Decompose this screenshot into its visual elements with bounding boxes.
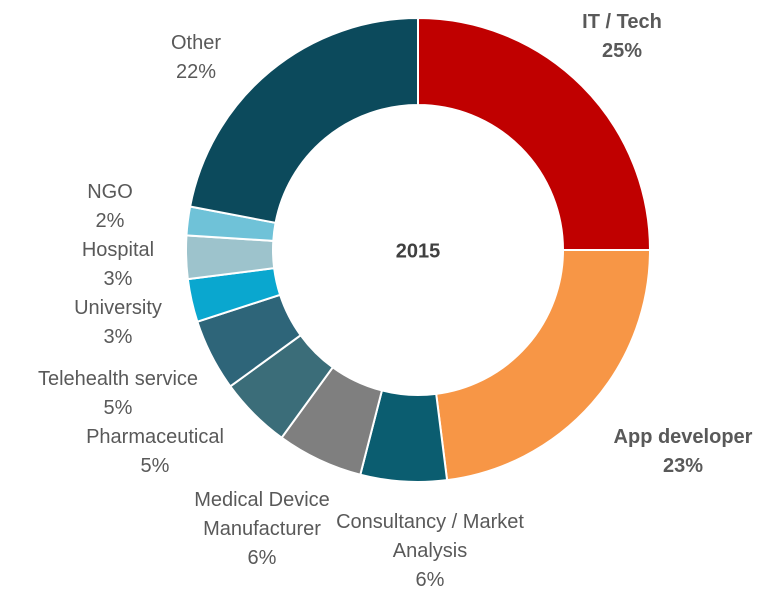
value-label: 5% (140, 455, 170, 477)
donut-slice (417, 16, 652, 251)
category-label: IT / Tech (582, 11, 662, 33)
donut-slice (188, 16, 419, 224)
slice-label: Hospital 3% (48, 236, 188, 294)
category-label: Hospital (81, 239, 155, 261)
value-label: 5% (103, 397, 133, 419)
category-label: University (74, 297, 162, 319)
slice-label: University 3% (48, 294, 188, 352)
center-label: 2015 (396, 240, 441, 262)
slice-label: Consultancy / Market Analysis 6% (330, 508, 530, 595)
slice-label: IT / Tech 25% (542, 8, 702, 66)
donut-slice (435, 249, 652, 482)
value-label: 3% (103, 268, 133, 290)
category-label: App developer (613, 426, 753, 448)
category-label: Medical Device Manufacturer (194, 489, 330, 540)
slice-label: NGO 2% (60, 178, 160, 236)
value-label: 3% (103, 326, 133, 348)
category-label: Other (170, 32, 222, 54)
slice-label: App developer 23% (583, 423, 773, 481)
value-label: 25% (601, 40, 643, 62)
slice-label: Telehealth service 5% (8, 365, 228, 423)
category-label: Pharmaceutical (86, 426, 224, 448)
value-label: 2% (95, 210, 125, 232)
category-label: Consultancy / Market Analysis (336, 511, 524, 562)
category-label: Telehealth service (37, 368, 199, 390)
slice-label: Medical Device Manufacturer 6% (167, 486, 357, 573)
category-label: NGO (87, 181, 133, 203)
value-label: 23% (662, 455, 704, 477)
value-label: 22% (175, 61, 217, 83)
value-label: 6% (415, 569, 445, 591)
value-label: 6% (247, 547, 277, 569)
slice-label: Other 22% (136, 29, 256, 87)
slice-label: Pharmaceutical 5% (55, 423, 255, 481)
